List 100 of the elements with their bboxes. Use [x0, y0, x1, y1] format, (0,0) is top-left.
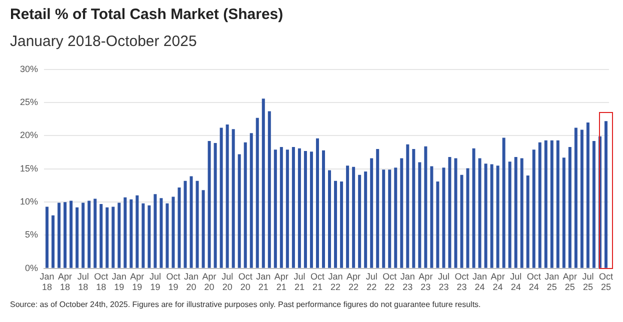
bar: [250, 133, 253, 268]
bar: [130, 199, 133, 268]
y-tick-label: 30%: [20, 64, 38, 74]
bar: [424, 146, 428, 268]
bar: [136, 195, 139, 268]
x-tick-label: Oct 25: [598, 271, 614, 292]
bar: [520, 158, 524, 268]
x-tick-label: Jan 18: [40, 271, 54, 292]
bar: [478, 158, 482, 268]
x-tick-label: Jan 22: [328, 271, 343, 292]
bar: [496, 166, 500, 268]
x-tick-label: Jan 20: [184, 271, 199, 292]
bar: [448, 156, 452, 268]
x-tick-label: Jan 21: [256, 271, 271, 292]
bar: [160, 198, 163, 268]
bar: [328, 170, 332, 268]
bar: [118, 202, 121, 268]
x-tick-label: Jan 25: [544, 271, 560, 292]
x-tick-label: Apr 25: [562, 271, 577, 292]
bar: [202, 190, 205, 268]
bar: [154, 194, 157, 268]
y-tick-label: 5%: [25, 230, 38, 240]
x-tick-label: Apr 20: [202, 271, 216, 292]
y-tick-label: 25%: [20, 97, 38, 108]
bar: [82, 202, 85, 268]
bar: [358, 174, 362, 268]
bar: [352, 166, 356, 268]
bar: [124, 197, 127, 268]
x-tick-label: Apr 19: [130, 271, 144, 292]
bar: [112, 206, 115, 268]
x-tick-label: Jul 22: [366, 271, 378, 292]
source-note: Source: as of October 24th, 2025. Figures are for illustrative purposes only. Past performance figures do not guarantee future results.: [10, 300, 481, 309]
bar: [526, 176, 530, 268]
bar: [292, 147, 295, 268]
bar: [472, 148, 476, 268]
bar: [418, 162, 422, 268]
bar: [322, 150, 326, 268]
bar: [88, 200, 91, 268]
x-tick-label: Apr 22: [346, 271, 361, 292]
x-tick-label: Oct 21: [310, 271, 325, 292]
bar: [430, 166, 434, 268]
bar: [364, 172, 368, 268]
bar: [562, 158, 566, 268]
x-tick-label: Oct 23: [454, 271, 470, 292]
x-tick-label: Jul 23: [438, 271, 450, 292]
bar: [268, 111, 271, 268]
x-tick-label: Oct 22: [382, 271, 398, 292]
bar: [244, 142, 247, 268]
bar: [376, 149, 380, 268]
bar: [340, 182, 344, 268]
bar: [502, 138, 506, 268]
bar: [334, 180, 338, 268]
bar: [190, 176, 193, 268]
bar: [346, 166, 350, 268]
bar: [106, 207, 109, 268]
x-tick-label: Jul 20: [222, 271, 234, 292]
x-tick-label: Oct 19: [166, 271, 181, 292]
bar: [508, 162, 512, 268]
x-tick-label: Jul 24: [510, 271, 522, 292]
bar: [52, 215, 55, 268]
bar: [256, 118, 259, 268]
bar: [232, 129, 235, 268]
bar: [226, 124, 229, 268]
bar: [568, 147, 572, 268]
bar: [592, 141, 596, 268]
x-tick-label: Apr 21: [274, 271, 288, 292]
bar: [406, 144, 410, 268]
bar: [490, 164, 494, 268]
bar: [436, 182, 440, 268]
bar: [574, 128, 578, 268]
y-tick-label: 20%: [20, 130, 38, 140]
chart-title: Retail % of Total Cash Market (Shares): [10, 6, 284, 23]
x-tick-label: Jul 21: [294, 271, 306, 292]
x-tick-label: Jan 24: [472, 271, 488, 292]
bar: [604, 121, 608, 268]
bar: [148, 205, 151, 268]
bar: [580, 130, 584, 268]
bar: [220, 128, 223, 268]
bar: [532, 150, 536, 268]
x-tick-label: Jul 19: [149, 271, 161, 292]
bar: [166, 203, 169, 268]
bar: [412, 149, 416, 268]
bar: [382, 170, 386, 268]
bar: [442, 168, 446, 268]
bar: [556, 140, 560, 268]
bar: [388, 170, 392, 268]
x-tick-label: Oct 18: [94, 271, 109, 292]
y-tick-label: 15%: [20, 163, 38, 174]
bar: [214, 143, 217, 268]
x-tick-label: Oct 20: [238, 271, 253, 292]
bar: [262, 98, 265, 268]
bar: [172, 196, 175, 268]
bar: [550, 140, 554, 268]
bar: [304, 150, 307, 268]
y-tick-label: 0%: [25, 262, 38, 273]
bar: [64, 202, 67, 268]
bar: [538, 142, 542, 268]
bar: [274, 150, 277, 268]
bar: [280, 147, 283, 268]
bar: [238, 154, 241, 268]
